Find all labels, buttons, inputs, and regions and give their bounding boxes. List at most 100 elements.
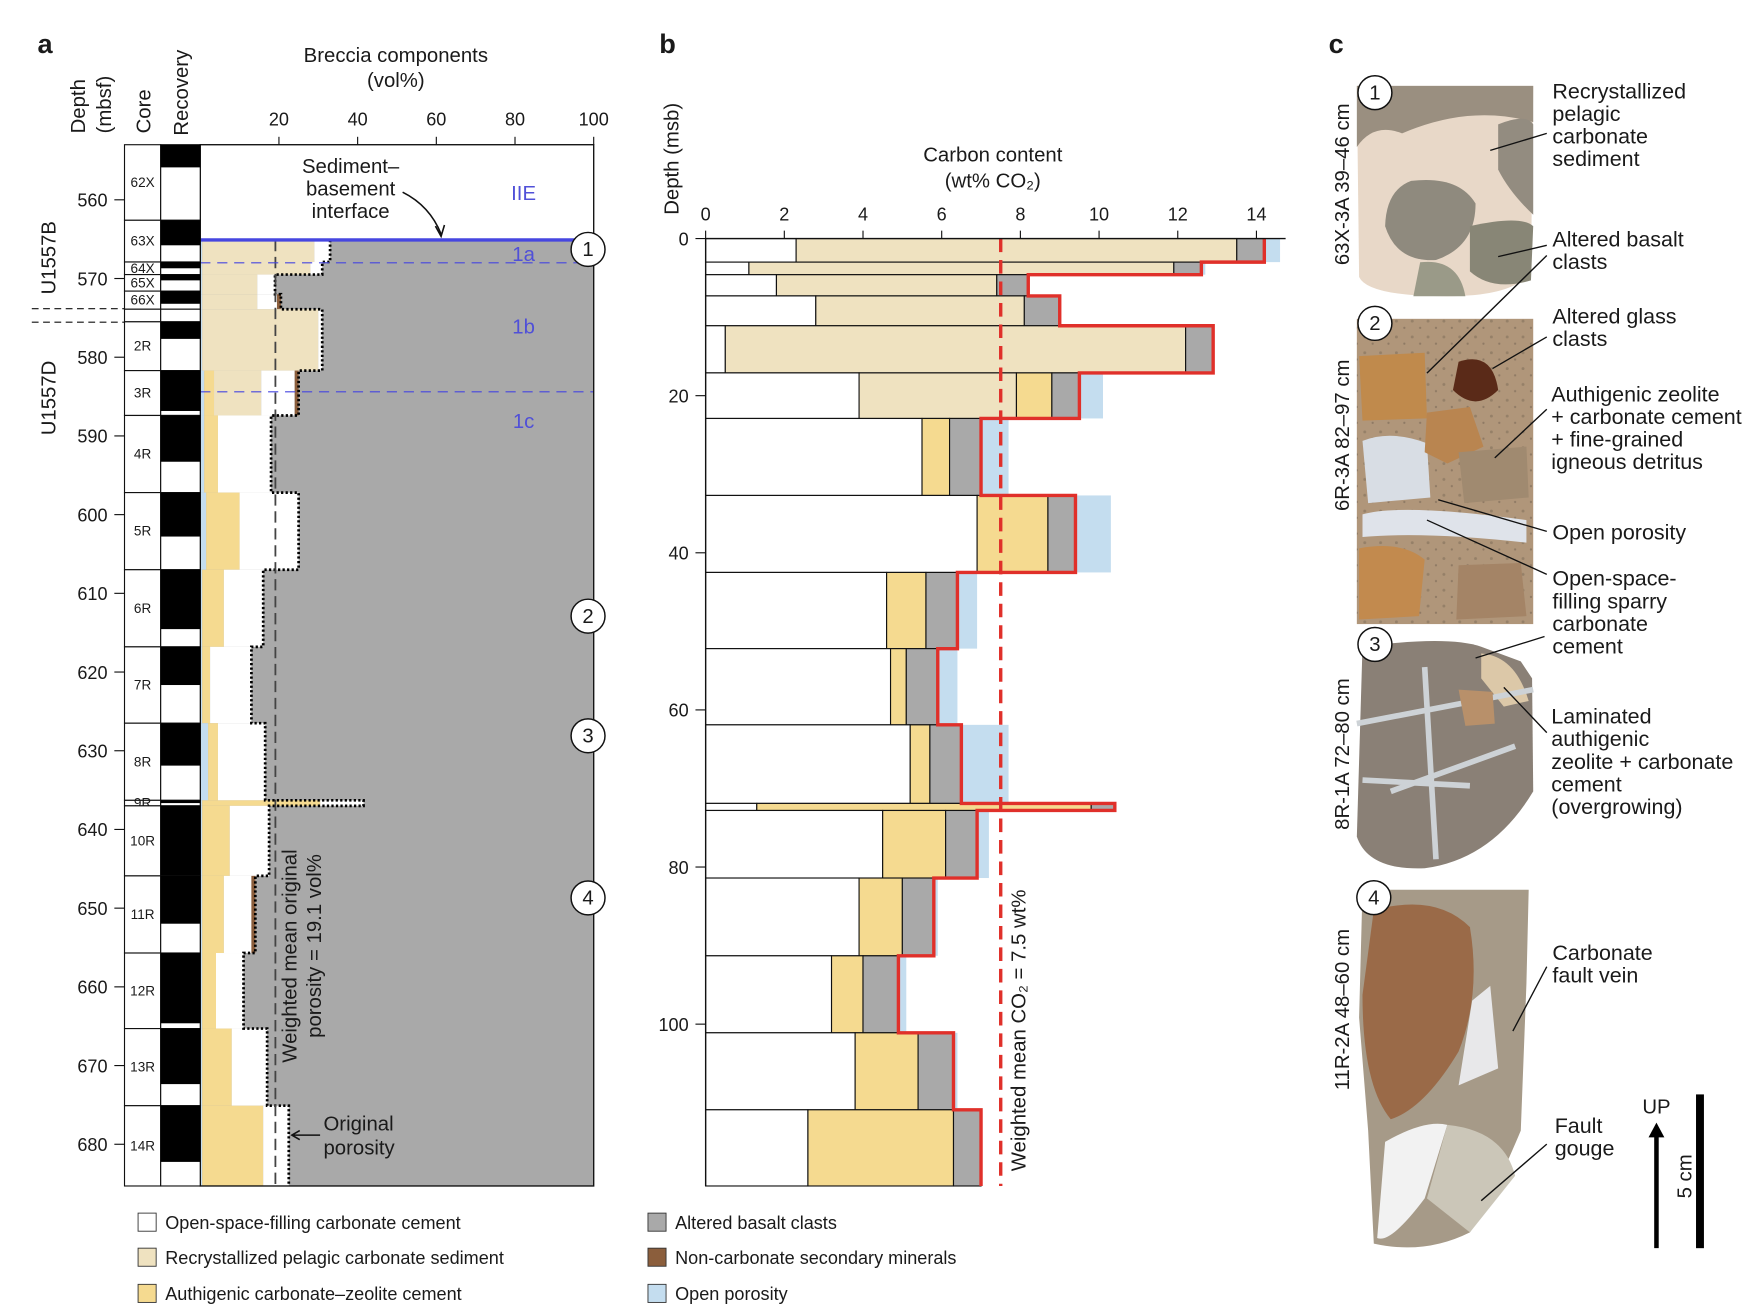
legend-swatch bbox=[647, 1212, 667, 1232]
x-tick-label: 2 bbox=[779, 204, 789, 224]
x-tick-label: 14 bbox=[1246, 204, 1266, 224]
component-open-porosity bbox=[200, 415, 205, 493]
bar-open-space-cement bbox=[705, 724, 911, 804]
bar-recrystallized bbox=[795, 237, 1238, 263]
component-open-porosity bbox=[200, 1105, 203, 1186]
bar-open-porosity bbox=[937, 648, 958, 725]
y-tick-label: 670 bbox=[77, 1056, 107, 1076]
component-open-space-cement bbox=[229, 805, 270, 876]
x-tick-label: 20 bbox=[269, 109, 289, 129]
annotation-laminated: Laminated bbox=[1551, 705, 1651, 729]
bar-open-porosity bbox=[1201, 262, 1206, 275]
annotation-recryst: carbonate bbox=[1552, 125, 1648, 149]
annotation-recryst: sediment bbox=[1552, 147, 1639, 171]
bar-authigenic bbox=[807, 1109, 955, 1187]
core-label: 10R bbox=[130, 833, 155, 848]
up-arrowhead-icon bbox=[1648, 1122, 1665, 1138]
sample-marker-circle bbox=[570, 598, 606, 634]
recovery-bar bbox=[160, 953, 201, 1024]
annotation-gouge: Fault bbox=[1555, 1114, 1603, 1138]
y-tick-label: 80 bbox=[669, 858, 689, 878]
x-tick-label: 100 bbox=[579, 109, 609, 129]
bar-authigenic bbox=[921, 417, 951, 497]
y-tick-label: 600 bbox=[77, 505, 107, 525]
sample-marker-label: 4 bbox=[582, 888, 593, 910]
bar-open-space-cement bbox=[705, 237, 797, 263]
bar-authigenic bbox=[854, 1032, 919, 1111]
annotation-sparry: carbonate bbox=[1552, 612, 1648, 636]
core-label: 13R bbox=[130, 1060, 155, 1075]
core-cell bbox=[123, 875, 162, 954]
leader-lines bbox=[1426, 132, 1548, 1202]
core-cell bbox=[123, 308, 162, 323]
core-cell bbox=[123, 321, 162, 372]
unit-label: 1a bbox=[512, 244, 535, 266]
recovery-bar bbox=[160, 646, 201, 686]
component-recrystallized bbox=[202, 239, 315, 262]
hole-label: U1557B bbox=[39, 221, 61, 295]
annotation-zeolite: + fine-grained bbox=[1551, 428, 1683, 452]
recovery-bar bbox=[160, 370, 201, 411]
unit-label: 1c bbox=[513, 411, 535, 433]
bar-open-porosity bbox=[957, 572, 978, 649]
panel-b-title-line2: (wt% CO₂) bbox=[945, 171, 1041, 193]
component-open-space-cement bbox=[318, 309, 323, 371]
core-cell bbox=[123, 1105, 162, 1187]
interface-arrowhead bbox=[434, 224, 446, 239]
annotation-laminated: cement bbox=[1551, 772, 1621, 796]
component-recrystallized bbox=[214, 370, 262, 416]
component-recrystallized bbox=[202, 309, 319, 371]
photo-sample-label: 8R-1A 72–80 cm bbox=[1332, 678, 1354, 830]
panel-a-title-line2: (vol%) bbox=[367, 70, 425, 92]
recovery-bar bbox=[160, 415, 201, 462]
original-porosity-arrow bbox=[290, 1129, 321, 1141]
core-label: 3R bbox=[134, 386, 152, 401]
y-tick-label: 630 bbox=[77, 742, 107, 762]
bar-altered-basalt bbox=[925, 571, 958, 650]
core-label: 65X bbox=[131, 275, 155, 290]
bar-open-space-cement bbox=[705, 372, 860, 420]
panel-a-annotations: Sediment– basement interface Weighted me… bbox=[279, 156, 446, 1159]
x-tick-label: 6 bbox=[937, 204, 947, 224]
annotation-gouge: gouge bbox=[1555, 1136, 1615, 1160]
recovery-bar bbox=[160, 220, 201, 246]
bar-open-porosity bbox=[977, 810, 989, 879]
y-tick-label: 560 bbox=[77, 191, 107, 211]
bar-open-space-cement bbox=[705, 955, 833, 1034]
y-tick-label: 20 bbox=[669, 386, 689, 406]
bar-altered-basalt bbox=[862, 955, 899, 1034]
legend-swatch bbox=[137, 1247, 157, 1267]
y-tick-label: 580 bbox=[77, 348, 107, 368]
component-open-space-cement bbox=[320, 800, 364, 806]
annotation-laminated: authigenic bbox=[1551, 727, 1649, 751]
bar-open-space-cement bbox=[705, 809, 884, 879]
bar-authigenic bbox=[882, 809, 947, 879]
legend-swatch bbox=[137, 1212, 157, 1232]
component-authigenic bbox=[202, 646, 211, 724]
scale-bar-label: 5 cm bbox=[1674, 1154, 1696, 1198]
bar-open-porosity bbox=[1079, 372, 1104, 419]
component-authigenic bbox=[202, 953, 216, 1029]
scale-bar-rect bbox=[1696, 1094, 1704, 1249]
photo-3 bbox=[1356, 641, 1534, 869]
photo-1 bbox=[1356, 85, 1534, 297]
bar-altered-basalt bbox=[945, 809, 978, 879]
hole-label: U1557D bbox=[39, 361, 61, 436]
component-open-porosity bbox=[200, 646, 203, 724]
bar-altered-basalt bbox=[1051, 372, 1080, 420]
bar-open-space-cement bbox=[705, 877, 860, 957]
y-tick-label: 610 bbox=[77, 584, 107, 604]
component-open-space-cement bbox=[223, 875, 252, 954]
x-tick-label: 10 bbox=[1089, 204, 1109, 224]
bar-authigenic bbox=[858, 877, 903, 957]
bar-recrystallized bbox=[724, 325, 1187, 374]
core-column-header: Core bbox=[134, 89, 156, 133]
bar-altered-basalt bbox=[905, 648, 939, 726]
bar-open-space-cement bbox=[705, 494, 978, 573]
component-authigenic bbox=[202, 875, 224, 954]
component-open-porosity bbox=[200, 875, 203, 954]
core-label: 12R bbox=[130, 983, 155, 998]
bar-authigenic bbox=[889, 648, 907, 726]
x-tick-label: 4 bbox=[858, 204, 868, 224]
component-open-porosity bbox=[200, 309, 203, 371]
